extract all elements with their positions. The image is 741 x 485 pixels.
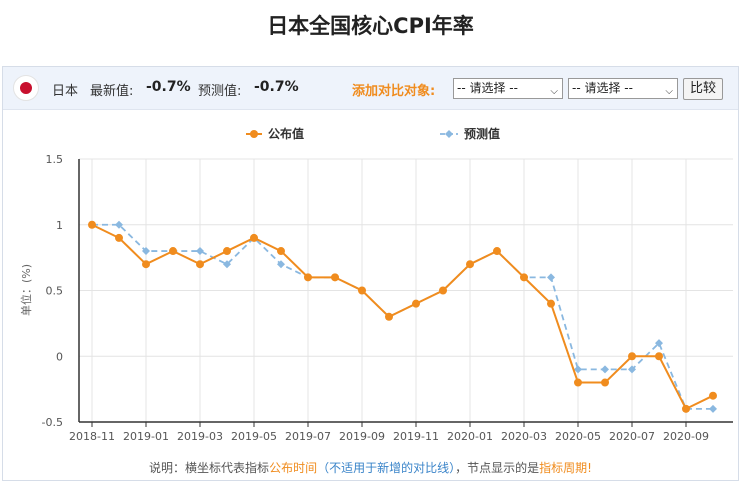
compare-select-1[interactable]: -- 请选择 -- ⌵: [453, 78, 563, 99]
y-tick-label: 1.5: [46, 153, 64, 166]
published-point: [601, 378, 609, 387]
published-point: [709, 391, 717, 400]
page-title: 日本全国核心CPI年率: [267, 14, 474, 38]
y-tick-label: 0: [56, 350, 63, 363]
note-period: 指标周期: [539, 461, 588, 475]
published-point: [547, 299, 555, 308]
x-tick-label: 2020-09: [663, 430, 709, 443]
forecast-point: [115, 220, 123, 229]
x-tick-label: 2019-11: [393, 430, 439, 443]
line-chart: 1.5 1 0.5 0 -0.5 2018-11 2019-01 2019-03 2019-05…: [19, 126, 733, 443]
forecast-point: [574, 365, 582, 374]
published-point: [412, 299, 420, 308]
published-point: [304, 273, 312, 282]
compare-select-1-value: -- 请选择 --: [457, 81, 518, 95]
published-point: [277, 247, 285, 256]
published-point: [574, 378, 582, 387]
published-point: [331, 273, 339, 282]
x-tick-label: 2019-09: [339, 430, 385, 443]
chevron-down-icon: ⌵: [550, 86, 558, 97]
published-line: [91, 223, 714, 411]
country-label: 日本: [52, 84, 79, 99]
x-tick-label: 2018-11: [69, 430, 115, 443]
compare-button[interactable]: 比较: [683, 78, 723, 100]
latest-label: 最新值:: [90, 84, 134, 99]
x-tick-label: 2020-07: [609, 430, 655, 443]
x-tick-label: 2019-05: [231, 430, 277, 443]
compare-select-2[interactable]: -- 请选择 -- ⌵: [568, 78, 678, 99]
note-publish-time: 公布时间: [269, 461, 318, 475]
compare-label: 添加对比对象:: [352, 84, 436, 99]
note-not-applicable: （不适用于新增的对比线）: [317, 461, 456, 475]
published-point: [142, 260, 150, 269]
published-point: [682, 404, 690, 413]
x-tick-label: 2020-03: [501, 430, 547, 443]
published-point: [250, 233, 258, 242]
latest-value: -0.7%: [146, 79, 191, 95]
published-point: [439, 286, 447, 295]
chart-panel: 日本 最新值: -0.7% 预测值: -0.7% 添加对比对象: -- 请选择 …: [2, 66, 739, 481]
forecast-line: [92, 223, 713, 410]
y-tick-label: 0.5: [46, 285, 64, 298]
forecast-point: [655, 339, 663, 348]
forecast-point: [277, 260, 285, 269]
compare-select-2-value: -- 请选择 --: [572, 81, 633, 95]
note-suffix: !: [587, 461, 592, 475]
chart-note: 说明：横坐标代表指标公布时间（不适用于新增的对比线），节点显示的是指标周期!: [0, 459, 741, 476]
published-point: [466, 260, 474, 269]
y-tick-label: -0.5: [42, 416, 63, 429]
flag-red-dot: [20, 82, 32, 94]
published-point: [196, 260, 204, 269]
published-point: [358, 286, 366, 295]
forecast-point: [601, 365, 609, 374]
published-point: [628, 352, 636, 361]
chart-legend[interactable]: 公布值 预测值: [246, 126, 500, 141]
forecast-point: [223, 260, 231, 269]
x-tick-label: 2019-07: [285, 430, 331, 443]
note-node-text: ，节点显示的是: [455, 461, 540, 475]
chart-series: [88, 220, 717, 413]
x-tick-label: 2020-01: [447, 430, 493, 443]
published-point: [385, 312, 393, 321]
published-point: [520, 273, 528, 282]
forecast-point: [709, 404, 717, 413]
forecast-label: 预测值:: [198, 84, 242, 99]
toolbar: 日本 最新值: -0.7% 预测值: -0.7% 添加对比对象: -- 请选择 …: [3, 67, 738, 110]
forecast-point: [142, 247, 150, 256]
forecast-value: -0.7%: [254, 79, 299, 95]
y-axis-label: 单位：(%): [19, 264, 33, 316]
chart-grid: [79, 158, 733, 423]
x-tick-label: 2019-01: [123, 430, 169, 443]
published-point: [493, 247, 501, 256]
published-point: [88, 220, 96, 229]
published-point: [223, 247, 231, 256]
legend-forecast-label: 预测值: [464, 126, 500, 141]
forecast-point: [196, 247, 204, 256]
legend-forecast-marker: [445, 130, 453, 138]
legend-published-marker: [250, 130, 258, 138]
x-tick-label: 2019-03: [177, 430, 223, 443]
japan-flag-icon: [13, 75, 39, 101]
published-point: [115, 233, 123, 242]
forecast-point: [547, 273, 555, 282]
published-point: [655, 352, 663, 361]
note-prefix: 说明：横坐标代表指标: [149, 461, 270, 475]
chart-axes: 1.5 1 0.5 0 -0.5 2018-11 2019-01 2019-03 2019-05…: [42, 153, 733, 443]
chevron-down-icon: ⌵: [665, 86, 673, 97]
forecast-point: [628, 365, 636, 374]
legend-published-label: 公布值: [268, 126, 304, 141]
x-tick-label: 2020-05: [555, 430, 601, 443]
published-point: [169, 247, 177, 256]
y-tick-label: 1: [56, 219, 63, 232]
